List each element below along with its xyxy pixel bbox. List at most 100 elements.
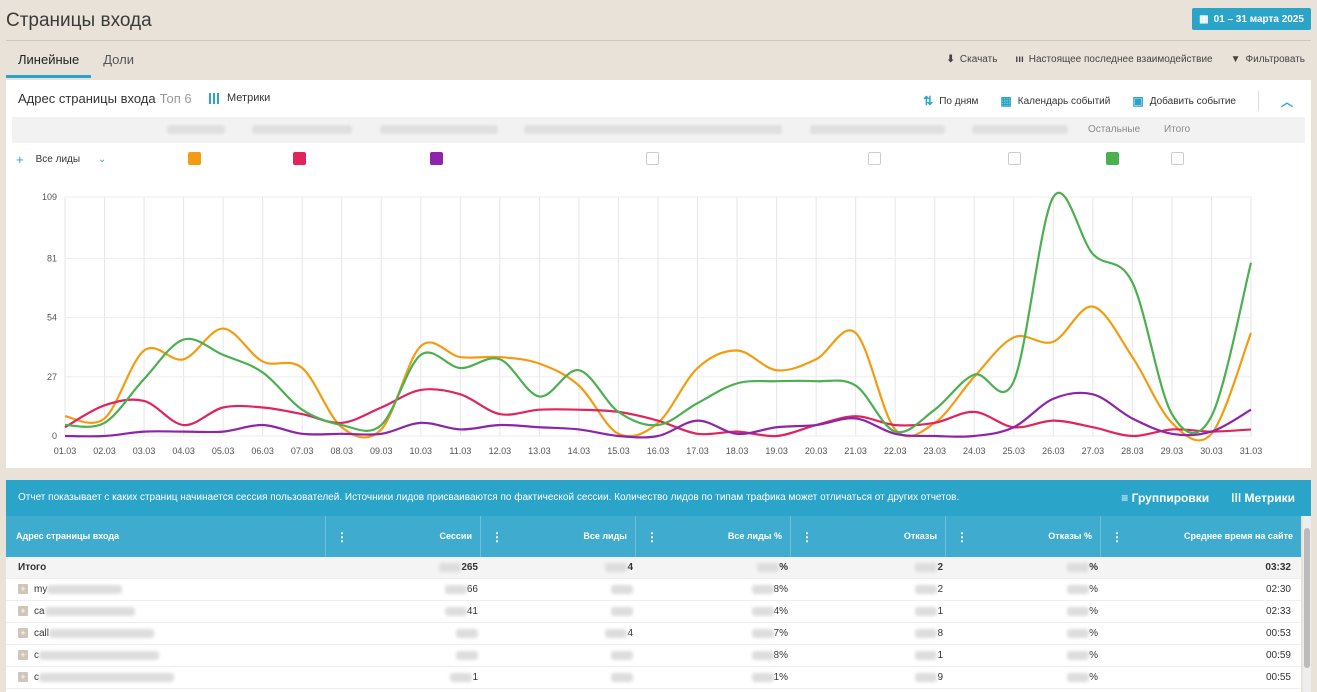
expand-icon[interactable]: + <box>18 628 28 638</box>
metrics-button[interactable]: Метрики <box>209 92 270 104</box>
x-tick-label: 08.03 <box>330 446 353 456</box>
legend-item-4[interactable] <box>524 125 782 134</box>
redacted-text <box>605 628 628 638</box>
x-tick-label: 30.03 <box>1200 446 1223 456</box>
y-tick-label: 81 <box>47 253 57 263</box>
y-tick-label: 27 <box>47 372 57 382</box>
columns-icon <box>209 92 219 104</box>
tab-shares[interactable]: Доли <box>103 52 134 67</box>
x-tick-label: 17.03 <box>686 446 709 456</box>
series-line-2 <box>64 391 1252 439</box>
expand-icon[interactable]: + <box>18 606 28 616</box>
legend-item-2[interactable] <box>252 125 352 134</box>
table-row[interactable]: + ca 41 4% 1% 02:33 <box>6 601 1301 623</box>
tab-linear[interactable]: Линейные <box>6 48 92 78</box>
cell-page: ca <box>34 606 135 617</box>
legend-item-1[interactable] <box>167 125 225 134</box>
date-range-button[interactable]: ▦ 01 – 31 марта 2025 <box>1192 8 1311 30</box>
series-selector[interactable]: + Все лиды ⌄ <box>16 152 106 167</box>
cell-text: 4 <box>627 628 633 639</box>
table-scrollbar[interactable] <box>1303 516 1311 692</box>
events-calendar-label: Календарь событий <box>1017 95 1111 107</box>
calendar-icon: ▦ <box>1199 13 1209 25</box>
table-row[interactable]: + c 8% 1% 00:59 <box>6 645 1301 667</box>
redacted-text <box>751 606 774 616</box>
x-tick-label: 23.03 <box>923 446 946 456</box>
filter-button[interactable]: ▼ Фильтровать <box>1231 54 1305 65</box>
card-title-text: Адрес страницы входа <box>18 91 156 106</box>
series-line-0 <box>64 305 1253 442</box>
x-tick-label: 07.03 <box>291 446 314 456</box>
more-icon[interactable]: ⋮ <box>1111 530 1123 544</box>
cell-text: 265 <box>461 562 478 573</box>
redacted-text <box>611 584 633 594</box>
redacted-text <box>751 672 774 682</box>
cell-text: % <box>1089 672 1098 683</box>
legend-others[interactable]: Остальные <box>1088 124 1141 135</box>
col-label: Отказы <box>903 531 937 541</box>
col-header-avg-time[interactable]: ⋮ Среднее время на сайте <box>1101 516 1301 557</box>
table-metrics-button[interactable]: ǀǀǀ Метрики <box>1231 491 1295 505</box>
table-row[interactable]: + call 4 7% 8% 00:53 <box>6 623 1301 645</box>
download-button[interactable]: ⬇ Скачать <box>947 54 998 65</box>
collapse-button[interactable]: ︿ <box>1281 93 1293 110</box>
groupings-button[interactable]: ≡ Группировки <box>1121 491 1209 505</box>
cell-bounces: 9 <box>915 672 943 683</box>
more-icon[interactable]: ⋮ <box>801 530 813 544</box>
legend-total[interactable]: Итого <box>1164 124 1191 135</box>
col-header-page[interactable]: Адрес страницы входа <box>6 516 326 557</box>
cell-bounces-pct: % <box>1067 628 1098 639</box>
view-tabs: Линейные Доли <box>6 48 146 78</box>
swatch-empty-1[interactable] <box>646 152 659 165</box>
add-event-button[interactable]: ▣ Добавить событие <box>1132 94 1236 108</box>
col-header-leads-pct[interactable]: ⋮ Все лиды % <box>636 516 791 557</box>
more-icon[interactable]: ⋮ <box>491 530 503 544</box>
cell-bounces: 2 <box>915 584 943 595</box>
swatch-orange[interactable] <box>188 152 201 165</box>
cell-text: 1 <box>937 650 943 661</box>
plus-icon[interactable]: + <box>16 152 24 167</box>
scrollbar-thumb[interactable] <box>1304 528 1310 668</box>
by-days-button[interactable]: ⇅ По дням <box>923 94 978 108</box>
col-header-sessions[interactable]: ⋮ Сессии <box>326 516 481 557</box>
col-header-bounces-pct[interactable]: ⋮ Отказы % <box>946 516 1101 557</box>
table-row[interactable]: + c 1 1% 9% 00:55 <box>6 667 1301 689</box>
col-label: Адрес страницы входа <box>16 531 120 541</box>
legend-item-6[interactable] <box>972 125 1068 134</box>
chevron-down-icon[interactable]: ⌄ <box>98 154 107 165</box>
swatch-purple[interactable] <box>430 152 443 165</box>
total-row[interactable]: Итого 265 4% 2% 03:32 <box>6 557 1301 579</box>
table-row[interactable]: + my 66 8% 2% 02:30 <box>6 579 1301 601</box>
cell-text: 8% <box>773 584 788 595</box>
interaction-button[interactable]: ııı Настоящее последнее взаимодействие <box>1015 54 1212 65</box>
expand-icon[interactable]: + <box>18 672 28 682</box>
cell-text: 02:30 <box>1265 584 1291 595</box>
events-calendar-button[interactable]: ▦ Календарь событий <box>1000 94 1110 108</box>
col-header-bounces[interactable]: ⋮ Отказы <box>791 516 946 557</box>
more-icon[interactable]: ⋮ <box>646 530 658 544</box>
cell-leads-pct: % <box>757 562 788 573</box>
col-header-leads[interactable]: ⋮ Все лиды <box>481 516 636 557</box>
swatch-green[interactable] <box>1106 152 1119 165</box>
cell-leads-pct: 8% <box>751 584 788 595</box>
series-line-3 <box>64 191 1253 435</box>
cell-text: 8 <box>937 628 943 639</box>
redacted-text <box>915 628 938 638</box>
filter-label: Фильтровать <box>1245 54 1306 65</box>
legend-item-5[interactable] <box>810 125 945 134</box>
expand-icon[interactable]: + <box>18 650 28 660</box>
cell-leads-pct: 7% <box>751 628 788 639</box>
swatch-crimson[interactable] <box>293 152 306 165</box>
x-tick-label: 29.03 <box>1161 446 1184 456</box>
header-divider <box>6 40 1311 41</box>
card-title: Адрес страницы входа Топ 6 <box>18 91 192 106</box>
swatch-empty-3[interactable] <box>1008 152 1021 165</box>
swatch-empty-2[interactable] <box>868 152 881 165</box>
expand-icon[interactable]: + <box>18 584 28 594</box>
cell-bounces: 8 <box>915 628 943 639</box>
more-icon[interactable]: ⋮ <box>336 530 348 544</box>
page-toolbar: ⬇ Скачать ııı Настоящее последнее взаимоде… <box>947 54 1305 65</box>
legend-item-3[interactable] <box>380 125 498 134</box>
swatch-empty-4[interactable] <box>1171 152 1184 165</box>
more-icon[interactable]: ⋮ <box>956 530 968 544</box>
